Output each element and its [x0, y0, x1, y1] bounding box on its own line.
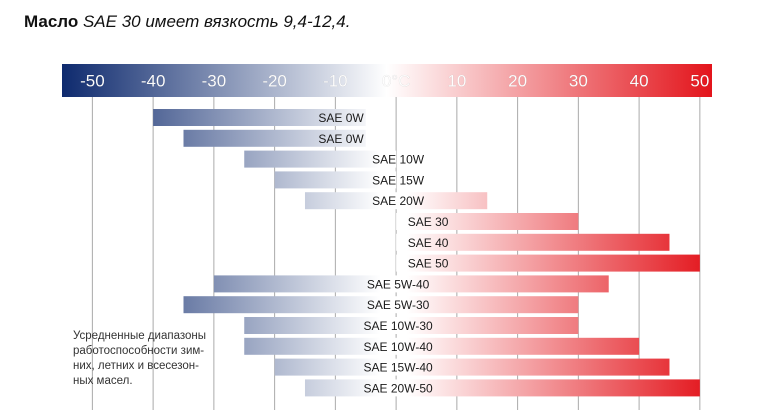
note-line: ных масел.: [73, 375, 133, 387]
chart-note: Усредненные диапазоны работоспособности з…: [73, 330, 206, 387]
heading-prefix: Масло: [24, 12, 83, 31]
range-bar: [304, 379, 700, 397]
bar-label: SAE 10W: [372, 153, 425, 167]
heading-suffix: имеет вязкость 9,4-12,4.: [140, 12, 351, 31]
bar-label: SAE 50: [408, 257, 449, 271]
x-tick-label: -50: [80, 72, 105, 91]
bar-label: SAE 0W: [318, 132, 364, 146]
bar-label: SAE 5W-30: [367, 298, 430, 312]
bar-label: SAE 10W-40: [364, 340, 433, 354]
range-bar: [274, 358, 670, 376]
range-bar: [213, 275, 609, 293]
range-bar: [304, 192, 488, 210]
x-tick-label: 0°C: [382, 72, 411, 91]
grid-lines: [91, 97, 701, 410]
range-bar: [153, 109, 366, 126]
bar-label: SAE 0W: [318, 111, 364, 125]
x-tick-label: 20: [508, 72, 527, 91]
x-tick-label: 30: [569, 72, 588, 91]
x-tick-label: 50: [690, 72, 709, 91]
note-line: Усредненные диапазоны: [73, 330, 206, 342]
range-bar: [244, 150, 397, 168]
bar-label: SAE 15W: [372, 173, 425, 187]
range-bar: [274, 171, 397, 189]
range-bar: [396, 213, 579, 230]
oil-grade-bars: SAE 0W SAE 0W SAE 10W SAE 15W SAE 20W SAE 30 S…: [153, 109, 700, 397]
bar-label: SAE 10W-30: [364, 319, 433, 333]
range-bar: [244, 337, 640, 355]
x-tick-label: -10: [323, 72, 348, 91]
bar-label: SAE 5W-40: [367, 277, 430, 291]
bar-label: SAE 20W-50: [364, 381, 433, 395]
heading-oil-grade: SAE 30: [82, 12, 141, 31]
x-tick-label: 40: [630, 72, 649, 91]
note-line: работоспособности зим-: [73, 345, 204, 357]
x-tick-label: 10: [447, 72, 466, 91]
temperature-scale-band: [62, 64, 712, 97]
x-tick-label: -30: [202, 72, 227, 91]
range-bar: [244, 317, 579, 334]
bar-label: SAE 20W: [372, 194, 425, 208]
x-tick-label: -40: [141, 72, 166, 91]
page-heading: Масло SAE 30 имеет вязкость 9,4-12,4.: [24, 12, 350, 32]
range-bar: [183, 129, 366, 147]
temperature-tick-labels: -50 -40 -30 -20 -10 0°C 10 20 30 40 50: [80, 71, 710, 91]
range-bar: [183, 296, 579, 314]
range-bar: [396, 233, 670, 251]
bar-label: SAE 15W-40: [364, 361, 433, 375]
x-tick-label: -20: [262, 72, 287, 91]
range-bar: [396, 254, 700, 272]
bar-label: SAE 30: [408, 215, 449, 229]
note-line: них, летних и всесезон-: [73, 360, 199, 372]
bar-label: SAE 40: [408, 236, 449, 250]
